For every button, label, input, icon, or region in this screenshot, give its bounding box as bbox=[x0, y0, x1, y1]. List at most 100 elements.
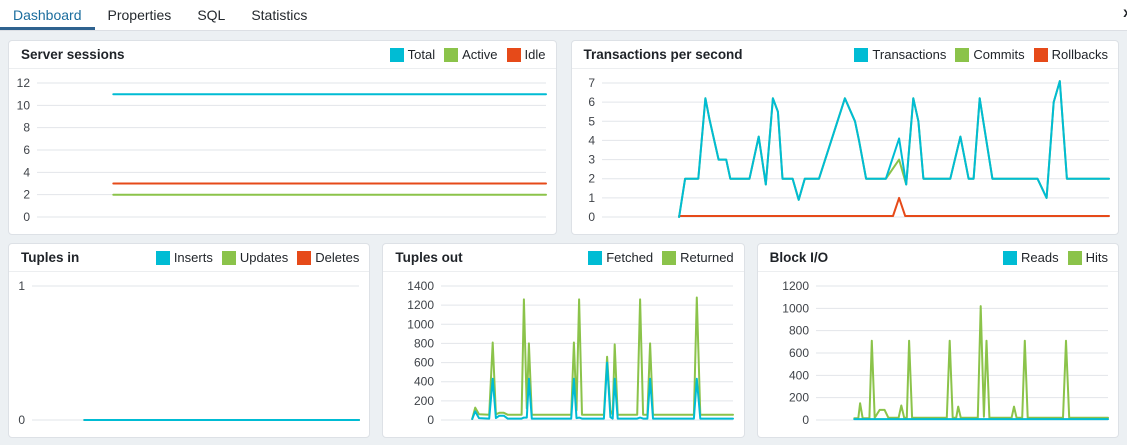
legend-swatch-idle bbox=[506, 47, 521, 62]
legend-swatch-fetched bbox=[588, 250, 603, 265]
legend-label: Returned bbox=[680, 250, 734, 265]
legend-swatch-updates bbox=[221, 250, 236, 265]
legend-item-fetched: Fetched bbox=[588, 250, 653, 265]
legend-label: Total bbox=[407, 47, 436, 62]
legend-label: Commits bbox=[973, 47, 1025, 62]
svg-text:1000: 1000 bbox=[408, 317, 435, 331]
legend-label: Transactions bbox=[872, 47, 947, 62]
svg-text:8: 8 bbox=[23, 121, 30, 135]
svg-text:800: 800 bbox=[789, 324, 809, 338]
legend-label: Updates bbox=[239, 250, 289, 265]
panel-tuples-in: Tuples in Inserts Updates Deletes bbox=[8, 243, 371, 438]
panel-title: Server sessions bbox=[21, 47, 125, 62]
server-sessions-chart: 12 10 8 6 4 2 0 bbox=[9, 69, 556, 234]
svg-text:0: 0 bbox=[23, 210, 30, 224]
legend-swatch-returned bbox=[662, 250, 677, 265]
svg-text:800: 800 bbox=[414, 336, 434, 350]
svg-text:600: 600 bbox=[414, 356, 434, 370]
legend-label: Hits bbox=[1085, 250, 1108, 265]
svg-text:0: 0 bbox=[18, 413, 25, 427]
tuples-out-chart: 1400 1200 1000 800 600 400 200 0 bbox=[383, 272, 743, 437]
panel-header: Tuples in Inserts Updates Deletes bbox=[9, 244, 370, 272]
svg-text:2: 2 bbox=[23, 188, 30, 202]
svg-text:200: 200 bbox=[414, 394, 434, 408]
legend-swatch-inserts bbox=[155, 250, 170, 265]
chart-legend: Total Active Idle bbox=[389, 47, 546, 62]
charts-row-bottom: Tuples in Inserts Updates Deletes bbox=[8, 243, 1119, 438]
dashboard-content: Server sessions Total Active Idle bbox=[0, 31, 1127, 445]
legend-item-idle: Idle bbox=[506, 47, 546, 62]
svg-text:6: 6 bbox=[588, 95, 595, 109]
svg-text:5: 5 bbox=[588, 114, 595, 128]
svg-text:1: 1 bbox=[588, 191, 595, 205]
legend-item-hits: Hits bbox=[1067, 250, 1108, 265]
transactions-chart: 7 6 5 4 3 2 1 0 bbox=[572, 69, 1119, 234]
legend-label: Inserts bbox=[173, 250, 213, 265]
svg-text:0: 0 bbox=[588, 210, 595, 224]
panel-title: Block I/O bbox=[769, 250, 829, 265]
panel-transactions-per-second: Transactions per second Transactions Com… bbox=[570, 40, 1119, 235]
legend-item-updates: Updates bbox=[221, 250, 289, 265]
legend-label: Idle bbox=[524, 47, 546, 62]
svg-text:1000: 1000 bbox=[782, 301, 809, 315]
legend-swatch-reads bbox=[1003, 250, 1018, 265]
panel-tuples-out: Tuples out Fetched Returned 1400 1200 1000… bbox=[382, 243, 745, 438]
panel-header: Block I/O Reads Hits bbox=[757, 244, 1118, 272]
panel-header: Server sessions Total Active Idle bbox=[9, 41, 556, 69]
chart-legend: Inserts Updates Deletes bbox=[155, 250, 359, 265]
svg-text:1: 1 bbox=[18, 279, 25, 293]
close-icon[interactable]: x bbox=[1123, 3, 1127, 21]
svg-text:6: 6 bbox=[23, 143, 30, 157]
legend-label: Fetched bbox=[606, 250, 654, 265]
panel-block-io: Block I/O Reads Hits 1200 1000 800 600 400 20… bbox=[756, 243, 1119, 438]
svg-text:4: 4 bbox=[588, 133, 595, 147]
svg-text:0: 0 bbox=[428, 413, 435, 427]
legend-swatch-deletes bbox=[297, 250, 312, 265]
legend-swatch-commits bbox=[955, 47, 970, 62]
legend-item-transactions: Transactions bbox=[854, 47, 946, 62]
legend-item-total: Total bbox=[389, 47, 436, 62]
legend-swatch-active bbox=[444, 47, 459, 62]
tab-bar: Dashboard Properties SQL Statistics x bbox=[0, 0, 1127, 31]
svg-text:4: 4 bbox=[23, 165, 30, 179]
legend-label: Reads bbox=[1021, 250, 1059, 265]
svg-text:3: 3 bbox=[588, 153, 595, 167]
legend-item-reads: Reads bbox=[1003, 250, 1059, 265]
legend-swatch-transactions bbox=[854, 47, 869, 62]
legend-item-rollbacks: Rollbacks bbox=[1033, 47, 1108, 62]
tab-statistics[interactable]: Statistics bbox=[251, 7, 308, 23]
tab-dashboard[interactable]: Dashboard bbox=[0, 0, 95, 30]
svg-text:2: 2 bbox=[588, 172, 595, 186]
panel-title: Tuples out bbox=[395, 250, 463, 265]
chart-legend: Fetched Returned bbox=[588, 250, 734, 265]
panel-header: Transactions per second Transactions Com… bbox=[571, 41, 1118, 69]
svg-text:1200: 1200 bbox=[408, 298, 435, 312]
legend-item-active: Active bbox=[444, 47, 498, 62]
tab-properties[interactable]: Properties bbox=[107, 7, 172, 23]
legend-item-returned: Returned bbox=[662, 250, 734, 265]
legend-label: Deletes bbox=[315, 250, 360, 265]
legend-label: Rollbacks bbox=[1051, 47, 1108, 62]
svg-text:1400: 1400 bbox=[408, 279, 435, 293]
svg-text:400: 400 bbox=[789, 368, 809, 382]
legend-swatch-hits bbox=[1067, 250, 1082, 265]
panel-server-sessions: Server sessions Total Active Idle bbox=[8, 40, 557, 235]
legend-swatch-rollbacks bbox=[1033, 47, 1048, 62]
panel-header: Tuples out Fetched Returned bbox=[383, 244, 744, 272]
svg-text:7: 7 bbox=[588, 76, 595, 90]
legend-item-deletes: Deletes bbox=[297, 250, 359, 265]
svg-text:0: 0 bbox=[802, 413, 809, 427]
svg-text:12: 12 bbox=[17, 76, 31, 90]
tab-sql[interactable]: SQL bbox=[197, 7, 226, 23]
svg-text:400: 400 bbox=[414, 375, 434, 389]
svg-text:1200: 1200 bbox=[782, 279, 809, 293]
svg-text:200: 200 bbox=[789, 391, 809, 405]
charts-row-top: Server sessions Total Active Idle bbox=[8, 40, 1119, 235]
block-io-chart: 1200 1000 800 600 400 200 0 bbox=[758, 272, 1118, 437]
svg-text:10: 10 bbox=[17, 98, 31, 112]
legend-label: Active bbox=[462, 47, 498, 62]
svg-text:600: 600 bbox=[789, 346, 809, 360]
chart-legend: Transactions Commits Rollbacks bbox=[854, 47, 1108, 62]
chart-legend: Reads Hits bbox=[1003, 250, 1108, 265]
